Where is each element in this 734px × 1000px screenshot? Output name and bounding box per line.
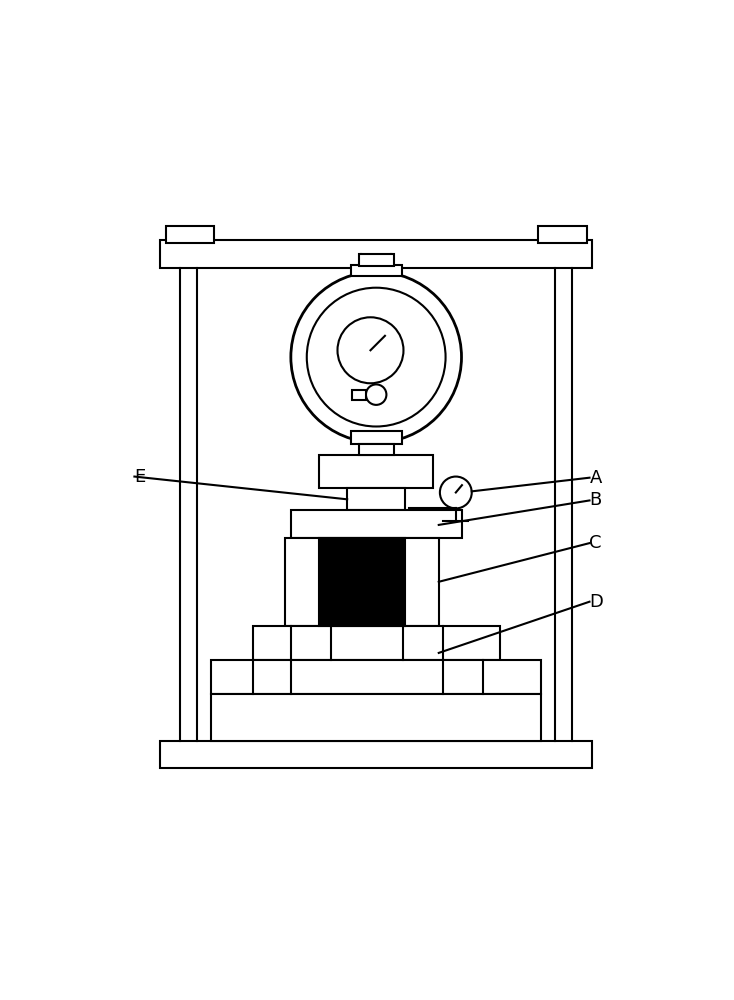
Bar [252, 626, 500, 660]
Circle shape [291, 272, 462, 442]
Bar [211, 694, 541, 741]
Bar [211, 660, 541, 694]
Text: E: E [134, 468, 145, 486]
Bar [291, 510, 462, 538]
Text: C: C [589, 534, 602, 552]
Bar [166, 226, 214, 243]
Bar [352, 390, 366, 400]
Text: D: D [589, 593, 603, 611]
Bar [160, 240, 592, 268]
Circle shape [338, 317, 404, 383]
Bar [358, 444, 394, 455]
Bar [285, 538, 439, 626]
Bar [358, 254, 394, 266]
Text: B: B [589, 491, 602, 509]
Bar [160, 741, 592, 768]
Bar [351, 431, 401, 444]
Circle shape [366, 384, 386, 405]
Bar [347, 488, 405, 510]
Bar [538, 226, 586, 243]
Bar [319, 455, 433, 488]
Text: A: A [589, 469, 602, 487]
Circle shape [440, 477, 472, 508]
Bar [351, 265, 401, 276]
Bar [319, 538, 404, 626]
Circle shape [307, 288, 446, 426]
